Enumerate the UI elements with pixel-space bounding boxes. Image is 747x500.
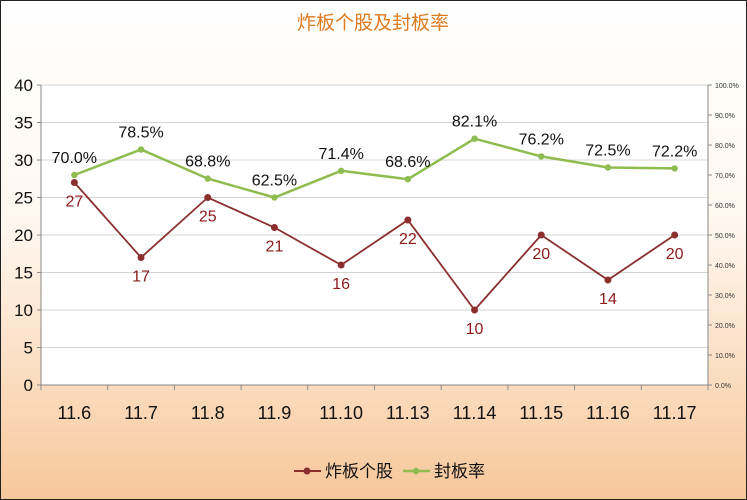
left-tick-label: 5 xyxy=(24,339,33,358)
series-line-seal-rate xyxy=(73,137,675,199)
seal-rate-data-label: 78.5% xyxy=(118,125,163,142)
right-tick-label: 70.0% xyxy=(715,173,735,180)
legend: 炸板个股 封板率 xyxy=(294,462,485,481)
right-tick-label: 80.0% xyxy=(715,143,735,150)
seal-rate-point xyxy=(337,167,345,174)
failed-stocks-point xyxy=(137,254,145,261)
failed-stocks-data-label: 14 xyxy=(599,291,617,308)
right-tick-label: 30.0% xyxy=(715,293,735,300)
right-tick-label: 0.0% xyxy=(715,383,731,390)
seal-rate-point xyxy=(137,146,145,153)
x-tick-label: 11.6 xyxy=(57,403,91,423)
x-tick-label: 11.9 xyxy=(258,403,292,423)
failed-stocks-data-label: 27 xyxy=(65,194,83,211)
failed-stocks-data-label: 17 xyxy=(132,269,150,286)
right-tick-label: 50.0% xyxy=(715,233,735,240)
seal-rate-data-label: 70.0% xyxy=(52,150,97,167)
legend-marker-failed-stocks xyxy=(303,467,311,475)
seal-rate-point xyxy=(71,171,78,179)
failed-stocks-point xyxy=(337,261,345,269)
x-axis-ticks: 11.6 11.7 11.8 11.9 11.10 11.13 11.14 11.15 11.1… xyxy=(40,385,709,423)
failed-stocks-point xyxy=(404,216,412,224)
right-tick-label: 90.0% xyxy=(715,113,735,120)
x-tick-label: 11.13 xyxy=(386,403,430,423)
failed-stocks-point xyxy=(537,231,545,239)
seal-rate-data-label: 72.5% xyxy=(585,143,630,160)
x-tick-label: 11.10 xyxy=(319,403,363,423)
legend-label-seal-rate: 封板率 xyxy=(434,462,485,481)
left-tick-label: 30 xyxy=(14,151,33,170)
seal-rate-data-label: 68.6% xyxy=(385,154,430,171)
seal-rate-point xyxy=(538,153,545,160)
seal-rate-data-label: 71.4% xyxy=(318,146,363,163)
series-layer: 70.0% 78.5% 68.8% 62.5% 71.4% 68.6% 82.1% 76.2%… xyxy=(52,114,698,338)
failed-stocks-data-label: 20 xyxy=(532,246,550,263)
legend-marker-seal-rate xyxy=(412,467,420,475)
failed-stocks-data-label: 21 xyxy=(266,239,284,256)
right-tick-label: 40.0% xyxy=(715,263,735,270)
seal-rate-point xyxy=(204,175,211,182)
seal-rate-data-label: 62.5% xyxy=(252,173,297,190)
failed-stocks-point xyxy=(671,231,679,239)
seal-rate-data-label: 72.2% xyxy=(652,143,697,160)
x-tick-label: 11.16 xyxy=(586,403,630,423)
seal-rate-point xyxy=(604,164,612,171)
left-tick-label: 20 xyxy=(14,226,33,245)
failed-stocks-data-label: 20 xyxy=(666,246,684,263)
right-tick-label: 10.0% xyxy=(715,353,735,360)
right-tick-label: 20.0% xyxy=(715,323,735,330)
failed-stocks-data-label: 22 xyxy=(399,231,417,248)
x-tick-label: 11.7 xyxy=(124,403,158,423)
left-tick-label: 0 xyxy=(24,376,33,395)
right-axis-ticks: 0.0% 10.0% 20.0% 30.0% 40.0% 50.0% 60.0% 70.0% 8… xyxy=(708,83,739,390)
failed-stocks-point xyxy=(604,276,612,284)
seal-rate-point xyxy=(404,176,412,183)
failed-stocks-data-label: 25 xyxy=(199,209,217,226)
x-tick-label: 11.14 xyxy=(453,403,497,423)
seal-rate-data-label: 76.2% xyxy=(519,131,564,148)
x-tick-label: 11.17 xyxy=(653,403,697,423)
x-tick-label: 11.15 xyxy=(519,403,563,423)
seal-rate-data-label: 82.1% xyxy=(452,114,497,131)
left-tick-label: 15 xyxy=(14,264,33,283)
failed-stocks-point xyxy=(471,306,479,314)
left-tick-label: 35 xyxy=(14,114,33,133)
right-tick-label: 60.0% xyxy=(715,203,735,210)
series-line-failed-stocks xyxy=(73,181,676,312)
chart-title: 炸板个股及封板率 xyxy=(297,12,449,34)
seal-rate-point xyxy=(271,194,278,201)
seal-rate-point xyxy=(471,135,478,142)
left-tick-label: 10 xyxy=(14,301,33,320)
right-tick-label: 100.0% xyxy=(715,83,739,90)
failed-stocks-point xyxy=(270,224,278,231)
legend-label-failed-stocks: 炸板个股 xyxy=(325,462,393,481)
failed-stocks-data-label: 16 xyxy=(332,276,350,293)
left-tick-label: 25 xyxy=(14,189,33,208)
gridlines xyxy=(41,84,708,348)
failed-stocks-data-label: 10 xyxy=(466,321,484,338)
seal-rate-data-label: 68.8% xyxy=(185,154,230,171)
seal-rate-point xyxy=(671,165,678,172)
left-tick-label: 40 xyxy=(14,76,33,95)
failed-stocks-point xyxy=(70,179,78,186)
failed-stocks-point xyxy=(204,194,212,201)
left-axis-ticks: 0 5 10 15 20 25 30 35 40 xyxy=(14,76,41,395)
x-tick-label: 11.8 xyxy=(191,403,225,423)
